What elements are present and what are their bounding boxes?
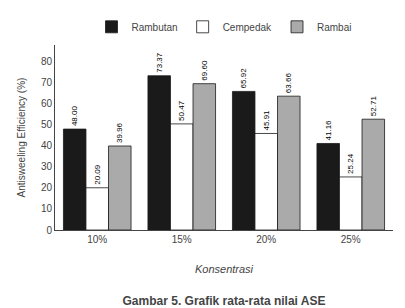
svg-text:50.47: 50.47 (177, 100, 186, 121)
svg-text:Rambai: Rambai (317, 22, 351, 33)
svg-text:80: 80 (41, 56, 53, 67)
svg-text:Konsentrasi: Konsentrasi (195, 263, 254, 275)
svg-text:40: 40 (41, 140, 53, 151)
svg-text:0: 0 (46, 225, 52, 236)
svg-text:Gambar 5. Grafik rata-rata nil: Gambar 5. Grafik rata-rata nilai ASE (123, 294, 326, 308)
svg-text:Rambutan: Rambutan (132, 22, 178, 33)
svg-text:41.16: 41.16 (324, 120, 333, 141)
svg-text:20%: 20% (256, 234, 276, 245)
svg-text:Cempedak: Cempedak (223, 22, 272, 33)
svg-text:39.96: 39.96 (115, 122, 124, 143)
svg-text:25.24: 25.24 (346, 153, 355, 174)
svg-text:63.66: 63.66 (284, 73, 293, 94)
svg-text:20.09: 20.09 (93, 164, 102, 185)
svg-text:60: 60 (41, 98, 53, 109)
svg-text:10: 10 (41, 203, 53, 214)
svg-text:25%: 25% (341, 234, 361, 245)
svg-text:48.00: 48.00 (70, 106, 79, 127)
svg-text:52.71: 52.71 (369, 96, 378, 117)
svg-text:Antisweeling Efficiency (%): Antisweeling Efficiency (%) (16, 78, 27, 198)
svg-text:50: 50 (41, 119, 53, 130)
svg-text:20: 20 (41, 182, 53, 193)
svg-text:65.92: 65.92 (239, 68, 248, 89)
svg-text:30: 30 (41, 161, 53, 172)
svg-text:73.37: 73.37 (155, 52, 164, 73)
svg-text:10%: 10% (87, 234, 107, 245)
svg-text:69.60: 69.60 (200, 60, 209, 81)
svg-text:45.91: 45.91 (262, 110, 271, 131)
svg-text:15%: 15% (172, 234, 192, 245)
svg-text:70: 70 (41, 77, 53, 88)
